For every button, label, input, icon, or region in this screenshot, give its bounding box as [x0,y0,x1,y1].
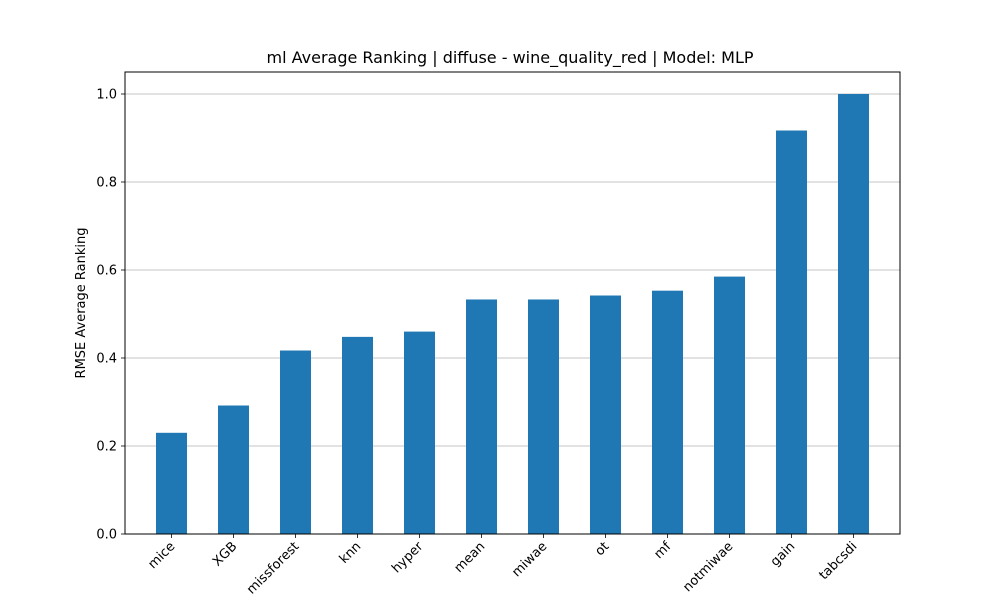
y-tick-label: 0.4 [96,352,117,367]
y-axis-label: RMSE Average Ranking [74,228,89,379]
bar-ot [590,295,621,534]
bar-notmiwae [714,276,745,534]
x-tick-label: XGB [210,539,240,569]
bar-tabcsdi [838,94,869,534]
bar-knn [342,336,373,534]
x-tick-label: ot [592,539,612,559]
x-tick-label: tabcsdi [816,539,860,583]
bar-mf [652,290,683,534]
x-tick-label: missforest [244,539,302,597]
bar-missforest [280,350,311,534]
y-tick-label: 0.6 [96,264,117,279]
y-tick-label: 0.8 [96,176,117,191]
x-tick-label: mice [146,539,179,572]
x-axis-ticks: mice XGB missforest knn hyper mean miwae ot mf no… [146,534,860,597]
x-tick-label: mf [652,539,675,562]
chart-title: ml Average Ranking | diffuse - wine_qual… [267,48,754,68]
plot-area-frame [124,71,901,535]
bar-hyper [404,331,435,534]
x-tick-label: mean [452,539,489,576]
x-tick-label: miwae [509,539,550,580]
x-tick-label: knn [337,539,365,567]
bar-mice [156,432,187,534]
y-tick-label: 1.0 [96,88,117,103]
y-axis-ticks: 0.0 0.2 0.4 0.6 0.8 1.0 [96,88,125,543]
y-tick-label: 0.2 [96,440,117,455]
y-tick-label: 0.0 [96,528,117,543]
bar-miwae [528,299,559,534]
bar-mean [466,299,497,534]
x-tick-label: gain [768,539,798,569]
bars [156,94,869,534]
x-tick-label: hyper [389,539,427,577]
bar-XGB [218,405,249,534]
bar-gain [776,130,807,534]
x-tick-label: notmiwae [680,539,736,595]
